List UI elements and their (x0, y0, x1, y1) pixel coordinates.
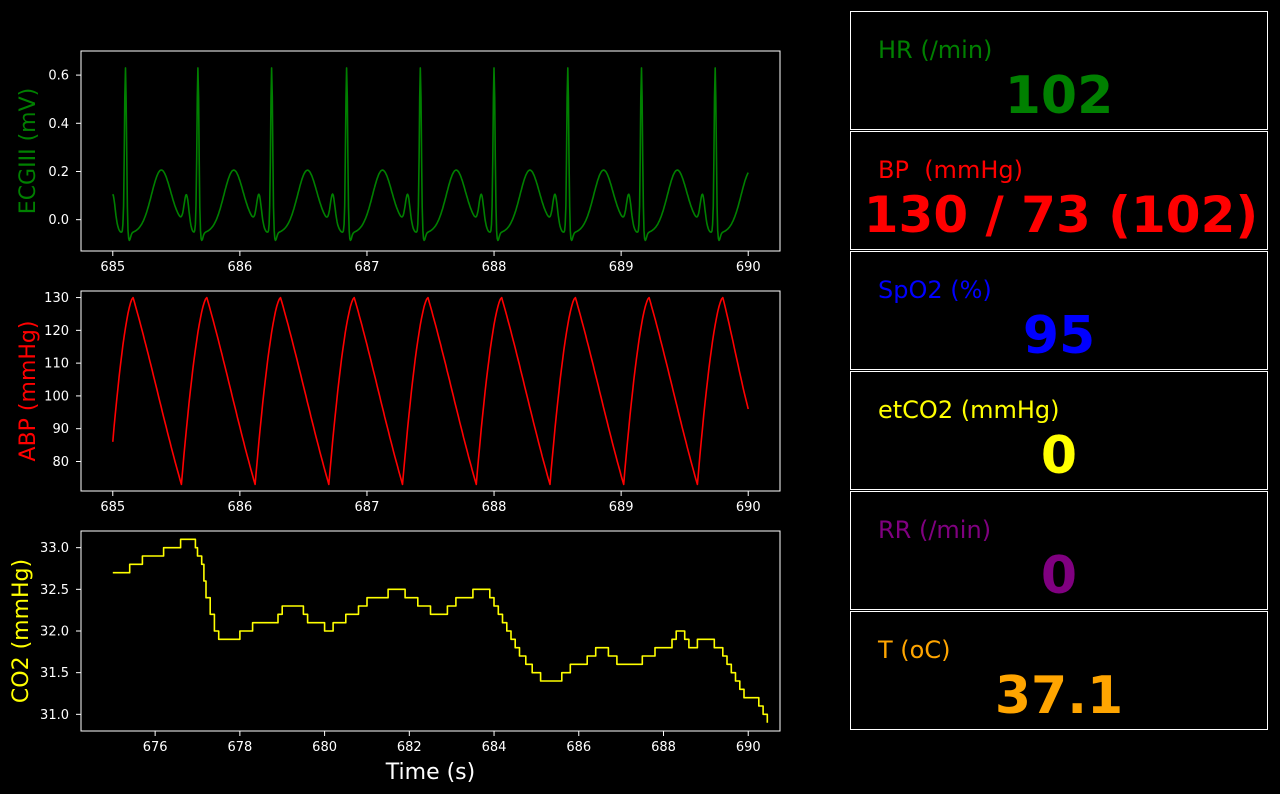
temp-label: T (oC) (878, 636, 951, 664)
rr-value: 0 (1040, 546, 1078, 606)
y-tick-label: 130 (44, 291, 69, 306)
x-tick-label: 686 (227, 260, 252, 275)
etco2-panel: etCO2 (mmHg) 0 (850, 371, 1268, 490)
x-tick-label: 685 (100, 500, 125, 515)
x-tick-label: 676 (143, 740, 168, 755)
y-axis-label: ECGIII (mV) (16, 88, 41, 214)
y-axis-label: ABP (mmHg) (16, 321, 41, 462)
x-tick-label: 689 (609, 500, 634, 515)
y-tick-label: 33.0 (40, 541, 69, 556)
chart-2: 676 678 680 682 684 686 688 690 31.0 31.5 32.0 32.5… (9, 530, 781, 785)
x-tick-label: 690 (736, 260, 761, 275)
x-tick-label: 682 (397, 740, 422, 755)
x-tick-label: 678 (227, 740, 252, 755)
y-tick-label: 31.0 (40, 708, 69, 723)
hr-panel: HR (/min) 102 (850, 11, 1268, 130)
series-line-abp (112, 296, 749, 486)
rr-panel: RR (/min) 0 (850, 491, 1268, 610)
x-tick-label: 686 (227, 500, 252, 515)
x-tick-label: 680 (312, 740, 337, 755)
plot-frame (80, 290, 781, 492)
plot-frame (80, 530, 781, 732)
series-line-co2 (112, 538, 769, 723)
bp-label: BP (mmHg) (878, 156, 1023, 184)
spo2-panel: SpO2 (%) 95 (850, 251, 1268, 370)
temp-value: 37.1 (994, 666, 1124, 726)
bp-panel: BP (mmHg) 130 / 73 (102) (850, 131, 1268, 250)
y-tick-label: 110 (44, 357, 69, 372)
x-tick-label: 688 (651, 740, 676, 755)
y-tick-label: 0.0 (48, 213, 69, 228)
bp-value: 130 / 73 (102) (863, 186, 1259, 244)
y-tick-label: 31.5 (40, 666, 69, 681)
waveform-charts: 685 686 687 688 689 690 0.0 0.2 0.4 0.6 ECGIII (mV… (9, 50, 781, 785)
rr-label: RR (/min) (878, 516, 992, 544)
y-tick-label: 90 (52, 422, 69, 437)
spo2-label: SpO2 (%) (878, 276, 992, 304)
y-tick-label: 0.6 (48, 69, 69, 84)
y-tick-label: 80 (52, 455, 69, 470)
plot-frame (80, 50, 781, 252)
hr-value: 102 (1004, 66, 1114, 126)
temp-panel: T (oC) 37.1 (850, 611, 1268, 730)
spo2-value: 95 (1022, 306, 1096, 366)
x-tick-label: 690 (736, 500, 761, 515)
y-tick-label: 0.4 (48, 117, 69, 132)
x-tick-label: 688 (482, 500, 507, 515)
y-tick-label: 120 (44, 324, 69, 339)
x-tick-label: 690 (736, 740, 761, 755)
etco2-label: etCO2 (mmHg) (878, 396, 1060, 424)
y-tick-label: 100 (44, 389, 69, 404)
x-tick-label: 685 (100, 260, 125, 275)
x-tick-label: 684 (482, 740, 507, 755)
x-tick-label: 687 (355, 260, 380, 275)
x-tick-label: 686 (566, 740, 591, 755)
x-tick-label: 687 (355, 500, 380, 515)
x-tick-label: 688 (482, 260, 507, 275)
x-tick-label: 689 (609, 260, 634, 275)
x-axis-label: Time (s) (385, 760, 475, 785)
y-tick-label: 32.0 (40, 625, 69, 640)
y-tick-label: 0.2 (48, 165, 69, 180)
y-axis-label: CO2 (mmHg) (9, 559, 34, 703)
hr-label: HR (/min) (878, 36, 993, 64)
series-line-ecgiii (112, 67, 749, 242)
y-tick-label: 32.5 (40, 583, 69, 598)
etco2-value: 0 (1040, 426, 1078, 486)
chart-0: 685 686 687 688 689 690 0.0 0.2 0.4 0.6 ECGIII (mV… (16, 50, 781, 275)
